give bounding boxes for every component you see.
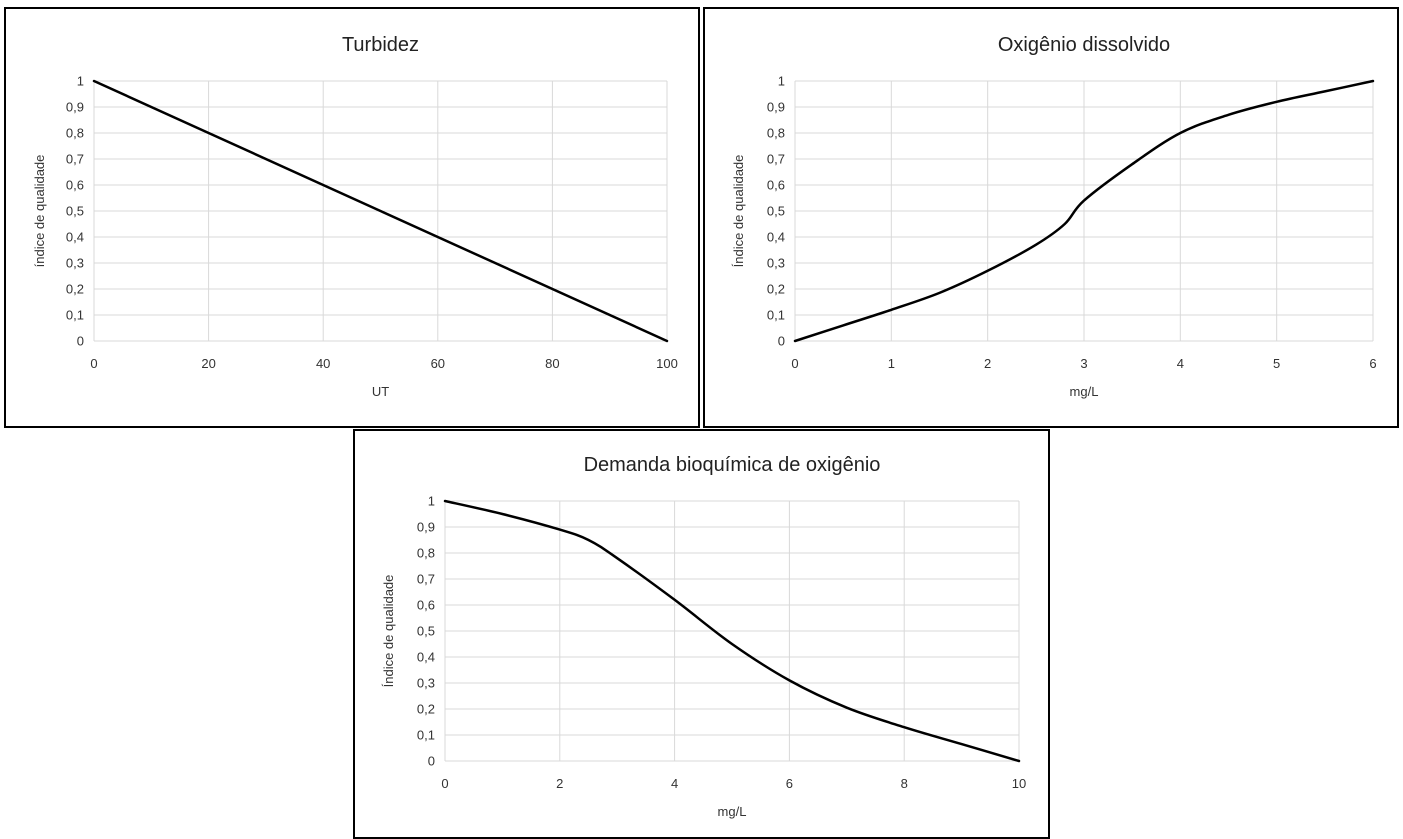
x-tick-label: 5 <box>1273 356 1280 371</box>
x-tick-label: 100 <box>656 356 678 371</box>
y-tick-label: 0,1 <box>417 728 435 743</box>
x-tick-label: 60 <box>431 356 445 371</box>
y-tick-label: 1 <box>428 494 435 509</box>
y-tick-label: 1 <box>77 74 84 89</box>
y-tick-label: 0,4 <box>767 230 785 245</box>
chart-title: Oxigênio dissolvido <box>998 34 1170 56</box>
chart-title: Demanda bioquímica de oxigênio <box>584 454 881 476</box>
series-line <box>793 79 1375 343</box>
x-tick-label: 10 <box>1012 776 1026 791</box>
y-tick-label: 0,9 <box>767 100 785 115</box>
y-tick-label: 0,8 <box>767 126 785 141</box>
x-tick-label: 4 <box>671 776 678 791</box>
y-tick-label: 0,2 <box>767 282 785 297</box>
y-tick-label: 0,4 <box>66 230 84 245</box>
x-tick-label: 8 <box>901 776 908 791</box>
x-tick-label: 1 <box>888 356 895 371</box>
y-tick-label: 0,4 <box>417 650 435 665</box>
x-tick-label: 6 <box>1369 356 1376 371</box>
x-tick-label: 0 <box>441 776 448 791</box>
x-axis-label: mg/L <box>718 804 747 819</box>
y-tick-label: 0,7 <box>66 152 84 167</box>
y-tick-label: 0,3 <box>417 676 435 691</box>
x-tick-label: 0 <box>791 356 798 371</box>
x-axis-label: mg/L <box>1070 384 1099 399</box>
y-tick-label: 0,5 <box>66 204 84 219</box>
y-tick-label: 0,3 <box>767 256 785 271</box>
x-tick-label: 0 <box>90 356 97 371</box>
chart-oxigenio-dissolvido-svg: Oxigênio dissolvido 0 0,1 0,2 0,3 0,4 0,5 0,6 0,… <box>731 34 1377 399</box>
y-tick-label: 0 <box>428 754 435 769</box>
x-axis-label: UT <box>372 384 389 399</box>
y-tick-label: 0,9 <box>417 520 435 535</box>
y-tick-label: 0,6 <box>417 598 435 613</box>
y-tick-label: 0,2 <box>66 282 84 297</box>
y-tick-label: 0,7 <box>767 152 785 167</box>
y-tick-label: 1 <box>778 74 785 89</box>
y-axis-label: Índice de qualidade <box>731 155 746 268</box>
y-axis-label: Índice de qualidade <box>381 575 396 688</box>
x-tick-label: 4 <box>1177 356 1184 371</box>
y-tick-label: 0,1 <box>66 308 84 323</box>
chart-dbo: Demanda bioquímica de oxigênio 0 0,1 0,2 0,3… <box>353 429 1050 839</box>
series-line <box>443 499 1021 763</box>
y-tick-label: 0,8 <box>66 126 84 141</box>
x-tick-label: 20 <box>201 356 215 371</box>
x-tick-label: 2 <box>984 356 991 371</box>
y-tick-label: 0,6 <box>767 178 785 193</box>
chart-title: Turbidez <box>342 34 419 56</box>
y-tick-label: 0 <box>778 334 785 349</box>
y-tick-label: 0,7 <box>417 572 435 587</box>
x-tick-label: 2 <box>556 776 563 791</box>
y-tick-label: 0,5 <box>417 624 435 639</box>
y-tick-label: 0,1 <box>767 308 785 323</box>
y-tick-label: 0,8 <box>417 546 435 561</box>
chart-dbo-svg: Demanda bioquímica de oxigênio 0 0,1 0,2 0,3… <box>381 454 1026 819</box>
chart-oxigenio-dissolvido: Oxigênio dissolvido 0 0,1 0,2 0,3 0,4 0,5 0,6 0,… <box>703 7 1399 428</box>
x-tick-label: 6 <box>786 776 793 791</box>
x-tick-label: 80 <box>545 356 559 371</box>
y-tick-label: 0,6 <box>66 178 84 193</box>
y-axis-label: índice de qualidade <box>32 155 47 268</box>
y-tick-label: 0 <box>77 334 84 349</box>
y-tick-label: 0,5 <box>767 204 785 219</box>
y-tick-label: 0,3 <box>66 256 84 271</box>
chart-turbidez-svg: Turbidez 0 0,1 0,2 0,3 0,4 0,5 0,6 0,7 0,8 0,9 1 0 20… <box>32 34 678 399</box>
series-line <box>92 79 669 343</box>
y-tick-label: 0,9 <box>66 100 84 115</box>
x-tick-label: 3 <box>1080 356 1087 371</box>
x-tick-label: 40 <box>316 356 330 371</box>
chart-turbidez: Turbidez 0 0,1 0,2 0,3 0,4 0,5 0,6 0,7 0,8 0,9 1 0 20… <box>4 7 700 428</box>
y-tick-label: 0,2 <box>417 702 435 717</box>
